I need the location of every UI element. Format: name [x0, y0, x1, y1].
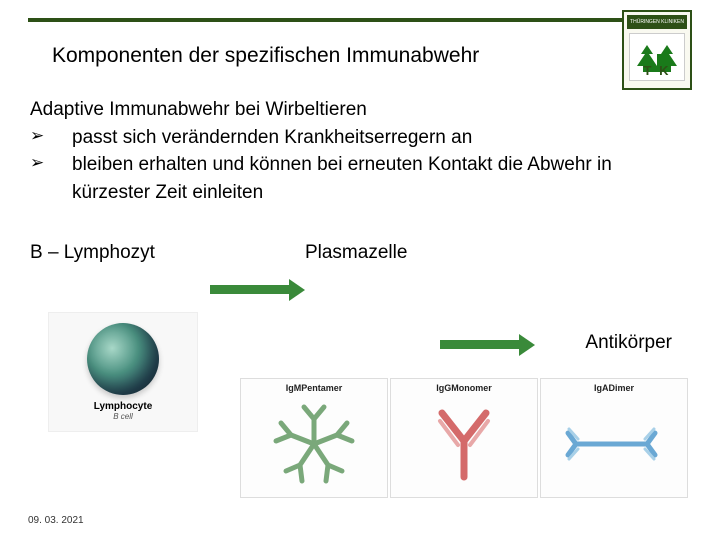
antibody-igm-box: IgMPentamer [240, 378, 388, 498]
cell-caption: Lymphocyte [94, 401, 153, 412]
logo-badge: THÜRINGEN KLINIKEN T K [622, 10, 692, 90]
label-b-lymphocyte: B – Lymphozyt [30, 242, 155, 264]
arrow-shaft-icon [210, 285, 290, 294]
arrow-head-icon [289, 279, 305, 301]
bullet-marker-icon: ➢ [30, 151, 72, 176]
label-antibody: Antikörper [585, 332, 672, 354]
igm-pentamer-icon [245, 399, 383, 489]
cell-subcaption: B cell [113, 412, 133, 421]
bullet-marker-icon: ➢ [30, 124, 72, 149]
footer-date: 09. 03. 2021 [28, 515, 84, 526]
antibody-title: IgMPentamer [286, 383, 343, 393]
bullet-text: bleiben erhalten und können bei erneuten… [72, 151, 692, 206]
subheading: Adaptive Immunabwehr bei Wirbeltieren [30, 96, 692, 124]
content-block: Adaptive Immunabwehr bei Wirbeltieren ➢ … [30, 96, 692, 206]
arrow-2 [440, 340, 520, 349]
antibody-iga-box: IgADimer [540, 378, 688, 498]
antibody-row: IgMPentamer IgGMonomer [240, 378, 688, 498]
arrow-head-icon [519, 334, 535, 356]
logo-banner: THÜRINGEN KLINIKEN [627, 15, 687, 29]
header-rule [28, 18, 692, 22]
logo-inner: T K [629, 33, 685, 81]
bullet-item: ➢ passt sich verändernden Krankheitserre… [30, 124, 692, 152]
slide-container: THÜRINGEN KLINIKEN T K Komponenten der s… [0, 0, 720, 540]
igg-monomer-icon [395, 399, 533, 489]
slide-title: Komponenten der spezifischen Immunabwehr [52, 44, 692, 68]
arrow-shaft-icon [440, 340, 520, 349]
antibody-title: IgGMonomer [436, 383, 492, 393]
bullet-list: ➢ passt sich verändernden Krankheitserre… [30, 124, 692, 207]
logo-letters: T K [644, 63, 671, 78]
cell-sphere-icon [87, 323, 159, 395]
label-plasma-cell: Plasmazelle [305, 242, 407, 264]
bullet-item: ➢ bleiben erhalten und können bei erneut… [30, 151, 692, 206]
lymphocyte-image: Lymphocyte B cell [48, 312, 198, 432]
antibody-igg-box: IgGMonomer [390, 378, 538, 498]
bullet-text: passt sich verändernden Krankheitserrege… [72, 124, 692, 152]
antibody-title: IgADimer [594, 383, 634, 393]
iga-dimer-icon [545, 399, 683, 489]
labels-row: B – Lymphozyt Plasmazelle [28, 242, 692, 264]
arrow-1 [210, 285, 290, 294]
